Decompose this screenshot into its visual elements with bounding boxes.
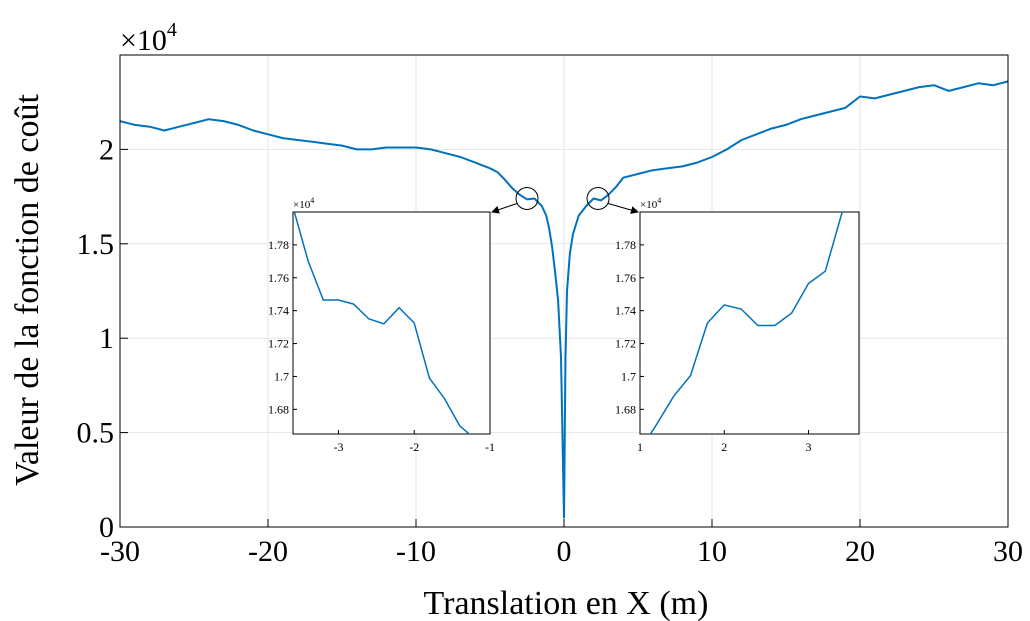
inset-y-tick-label: 1.7 <box>274 369 289 383</box>
x-tick-label: 0 <box>557 535 572 568</box>
inset-y-tick-label: 1.74 <box>615 304 636 318</box>
inset-right: 1 2 3 1.68 1.7 1.72 1.74 1.76 1.78 ×104 <box>615 196 860 454</box>
inset-y-multiplier-exponent: 4 <box>657 196 661 205</box>
inset-y-multiplier: ×104 <box>293 196 314 211</box>
x-axis-label: Translation en X (m) <box>424 585 709 621</box>
inset-y-tick-label: 1.68 <box>268 402 289 416</box>
x-tick-label: 20 <box>845 535 875 568</box>
main-ticks: -30 -20 -10 0 10 20 30 0 0.5 1 1.5 2 <box>77 133 1024 568</box>
y-tick-label: 0 <box>99 511 114 544</box>
inset-x-tick-label: 3 <box>805 440 811 454</box>
zoom-circle-right <box>586 186 610 210</box>
inset-left: -3 -2 -1 1.68 1.7 1.72 1.74 1.76 1.78 ×104 <box>268 196 495 454</box>
inset-y-tick-label: 1.78 <box>615 238 636 252</box>
y-multiplier: ×104 <box>120 19 177 57</box>
y-tick-label: 2 <box>99 133 114 166</box>
inset-y-tick-label: 1.72 <box>268 337 289 351</box>
zoom-callouts <box>491 186 639 214</box>
inset-series-line <box>649 212 843 434</box>
x-tick-label: 30 <box>993 535 1023 568</box>
inset-y-tick-label: 1.74 <box>268 304 289 318</box>
inset-y-multiplier-exponent: 4 <box>310 196 314 205</box>
inset-x-tick-label: -2 <box>409 440 419 454</box>
inset-y-tick-label: 1.68 <box>615 402 636 416</box>
inset-x-tick-label: -3 <box>333 440 343 454</box>
zoom-circle-left <box>515 186 539 210</box>
main-series <box>119 80 1009 519</box>
inset-x-tick-label: 1 <box>637 440 643 454</box>
inset-x-tick-label: -1 <box>485 440 495 454</box>
y-tick-label: 1.5 <box>77 228 115 261</box>
inset-y-tick-label: 1.7 <box>621 369 636 383</box>
inset-y-tick-label: 1.78 <box>268 238 289 252</box>
inset-frame <box>292 211 491 435</box>
x-tick-label: -10 <box>396 535 436 568</box>
zoom-arrow-left <box>491 203 518 214</box>
inset-y-tick-label: 1.72 <box>615 337 636 351</box>
y-tick-label: 0.5 <box>77 417 115 450</box>
x-tick-label: 10 <box>697 535 727 568</box>
y-axis-label: Valeur de la fonction de coût <box>9 94 46 486</box>
inset-y-tick-label: 1.76 <box>615 271 636 285</box>
zoom-arrow-right <box>607 203 639 214</box>
y-multiplier-exponent: 4 <box>167 19 177 41</box>
inset-x-tick-label: 2 <box>721 440 727 454</box>
x-tick-label: -30 <box>100 535 140 568</box>
inset-y-multiplier: ×104 <box>640 196 661 211</box>
inset-frame <box>639 211 860 435</box>
inset-y-tick-label: 1.76 <box>268 271 289 285</box>
x-tick-label: -20 <box>248 535 288 568</box>
main-series-line <box>119 80 1009 519</box>
inset-series-line <box>293 212 471 434</box>
y-tick-label: 1 <box>99 322 114 355</box>
